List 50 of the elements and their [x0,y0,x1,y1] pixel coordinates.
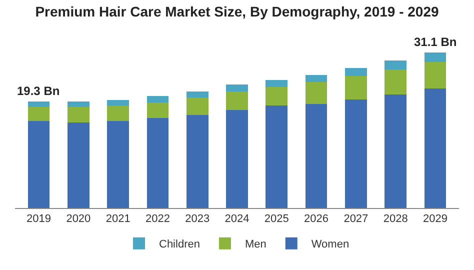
bar [28,121,50,208]
x-tick-label: 2027 [344,213,368,226]
bar [424,88,446,208]
bar [28,102,50,108]
bar [107,100,129,106]
x-tick-label: 2019 [26,213,52,226]
annotation: 19.3 Bn [17,84,60,98]
bar [186,98,208,115]
x-tick-label: 2025 [264,213,289,226]
chart-title: Premium Hair Care Market Size, By Demography, 2019 - 2029 [35,4,440,20]
bar [146,102,169,118]
bar [68,107,90,123]
bar [146,118,169,208]
bar [266,86,288,106]
x-tick-label: 2021 [106,213,130,226]
bar [266,105,288,208]
x-tick-label: 2023 [185,213,210,226]
legend-label: Men [244,238,266,251]
bar [68,122,90,208]
bar [28,107,50,121]
legend-label: Women [311,238,350,251]
bar [226,84,248,92]
bar [345,68,367,76]
x-tick-label: 2026 [304,213,329,226]
bar [266,80,288,87]
x-tick-label: 2020 [66,213,91,226]
text: 31.1 Bn [414,35,457,49]
bar [424,52,446,62]
x-tick-label: 2029 [422,213,448,226]
bar [146,96,169,102]
bar [345,76,367,100]
bar [226,91,248,110]
x-tick-label: 2028 [383,213,408,226]
bar [305,75,328,82]
bar [68,102,90,108]
bar [186,114,208,208]
bar [384,70,406,95]
x-tick-label: 2022 [145,213,170,226]
bar [424,62,446,88]
bar [384,94,406,208]
x-tick-label: 2024 [224,213,250,226]
bar [186,91,208,98]
legend-label: Children [159,238,200,251]
bar [384,60,406,70]
bar [226,110,248,208]
bar [305,82,328,104]
bar [107,121,129,208]
bar [345,99,367,208]
bar [107,105,129,121]
bar [305,104,328,208]
